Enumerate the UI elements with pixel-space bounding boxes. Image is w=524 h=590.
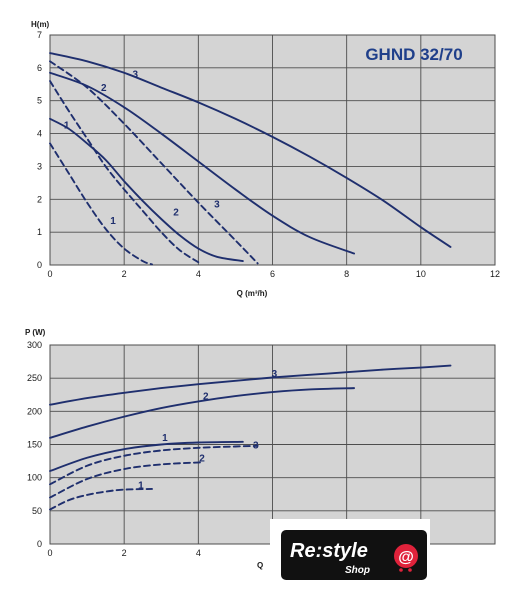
head-y-tick-label: 5 xyxy=(37,96,42,106)
head-gridlines xyxy=(50,35,495,265)
head-curve-label-3: 3 xyxy=(133,70,139,81)
svg-text:@: @ xyxy=(398,549,414,566)
power-y-tick-label: 50 xyxy=(32,506,42,516)
head-curve-label-2: 2 xyxy=(101,83,107,94)
head-curve-2-solid xyxy=(49,71,356,255)
head-y-tick-label: 4 xyxy=(37,129,42,139)
power-curve-label-1: 1 xyxy=(138,480,144,491)
head-y-tick-label: 2 xyxy=(37,194,42,204)
power-curve-label-2: 2 xyxy=(203,391,209,402)
power-curves xyxy=(49,364,452,511)
head-x-axis-title: Q (m³/h) xyxy=(237,289,268,298)
power-curve-label-3: 3 xyxy=(272,369,278,380)
model-title: GHND 32/70 xyxy=(365,45,462,64)
head-curve-labels: 1 1 2 2 3 3 xyxy=(64,70,220,227)
logo-badge xyxy=(281,530,427,580)
power-curve-label-3: 3 xyxy=(253,440,259,451)
head-curve-2-dashed xyxy=(49,80,202,265)
head-x-tick-label: 12 xyxy=(490,269,500,279)
head-x-ticks: 0 2 4 6 8 10 12 xyxy=(47,269,500,279)
power-x-tick-label: 2 xyxy=(122,548,127,558)
power-y-tick-label: 0 xyxy=(37,539,42,549)
power-curve-2-dashed xyxy=(49,461,202,499)
power-y-axis-title: P (W) xyxy=(25,328,46,337)
head-x-tick-label: 10 xyxy=(416,269,426,279)
logo-brand-sub: Shop xyxy=(345,565,370,576)
power-y-ticks: 0 50 100 150 200 250 300 xyxy=(27,340,42,549)
head-x-tick-label: 2 xyxy=(122,269,127,279)
power-y-tick-label: 300 xyxy=(27,340,42,350)
head-curve-label-3: 3 xyxy=(214,200,220,211)
head-curve-3-dashed xyxy=(49,60,259,265)
head-y-ticks: 0 1 2 3 4 5 6 7 xyxy=(37,30,42,270)
head-curve-3-solid xyxy=(49,52,452,248)
head-curves xyxy=(49,52,452,266)
head-x-tick-label: 6 xyxy=(270,269,275,279)
power-curve-1-dashed xyxy=(49,487,153,511)
head-y-tick-label: 1 xyxy=(37,227,42,237)
head-curve-1-dashed xyxy=(49,142,153,266)
power-curve-2-solid xyxy=(49,387,356,439)
power-curve-3-solid xyxy=(49,364,452,406)
head-x-tick-label: 0 xyxy=(47,269,52,279)
head-curve-label-2: 2 xyxy=(173,208,179,219)
power-curve-label-2: 2 xyxy=(199,454,205,465)
head-curve-label-1: 1 xyxy=(64,121,70,132)
head-y-tick-label: 3 xyxy=(37,161,42,171)
power-curve-labels: 3 2 1 3 2 1 xyxy=(138,369,277,491)
head-y-axis-title: H(m) xyxy=(31,20,50,29)
logo-brand-main: Re:style xyxy=(290,540,368,562)
power-y-tick-label: 100 xyxy=(27,473,42,483)
power-y-tick-label: 250 xyxy=(27,373,42,383)
cart-at-icon: @ xyxy=(394,544,418,572)
power-y-tick-label: 200 xyxy=(27,406,42,416)
restyle-shop-logo: Re:style Shop @ xyxy=(270,519,430,590)
power-curve-label-1: 1 xyxy=(162,433,168,444)
power-x-tick-label: 4 xyxy=(196,548,201,558)
power-x-axis-title: Q xyxy=(257,561,263,570)
head-curve-1-solid xyxy=(49,117,244,263)
head-y-tick-label: 7 xyxy=(37,30,42,40)
head-y-tick-label: 6 xyxy=(37,63,42,73)
head-curve-label-1: 1 xyxy=(110,216,116,227)
power-x-tick-label: 0 xyxy=(47,548,52,558)
head-y-tick-label: 0 xyxy=(37,260,42,270)
head-x-tick-label: 8 xyxy=(344,269,349,279)
head-x-tick-label: 4 xyxy=(196,269,201,279)
power-y-tick-label: 150 xyxy=(27,440,42,450)
power-curve-3-dashed xyxy=(49,444,259,486)
power-curve-1-solid xyxy=(49,440,244,472)
